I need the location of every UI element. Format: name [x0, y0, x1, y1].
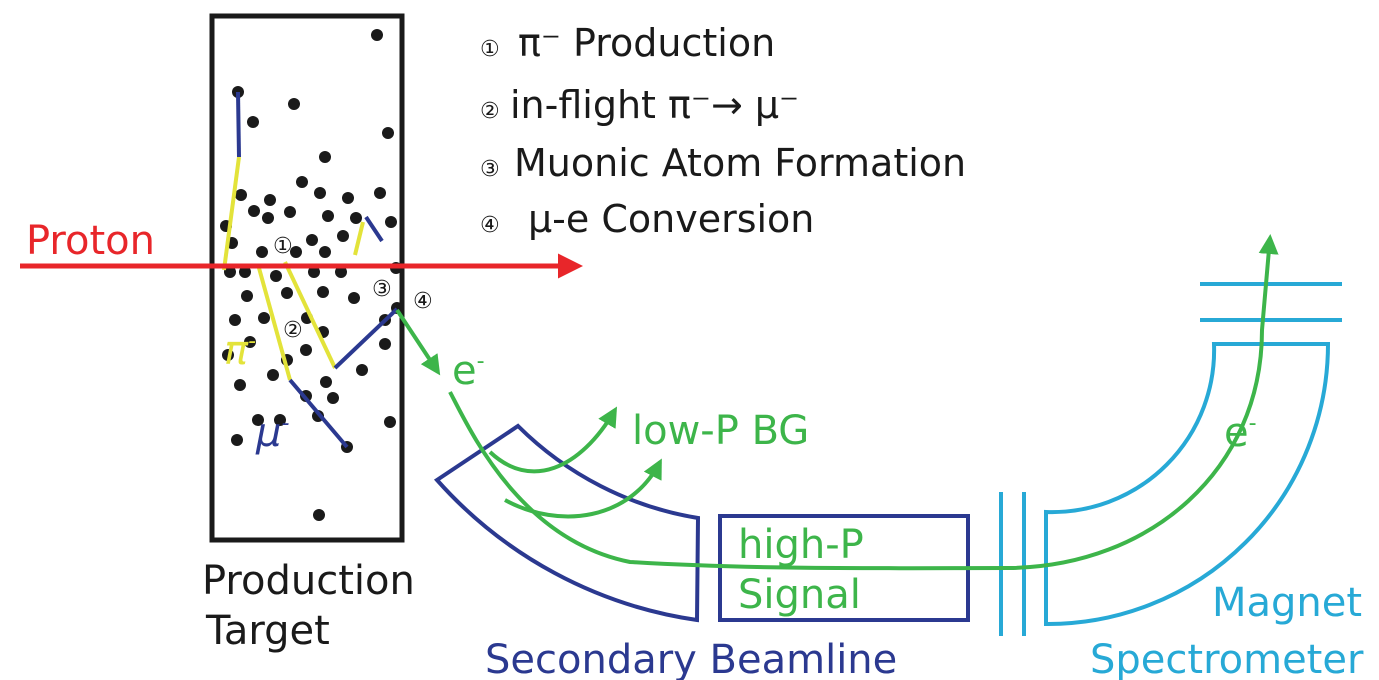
marker-1: ①	[273, 234, 293, 259]
high-p-signal-label-line2: Signal	[738, 572, 861, 618]
target-atom	[247, 116, 259, 128]
target-atom	[290, 246, 302, 258]
production-target-label-line1: Production	[202, 558, 415, 604]
target-atom	[314, 187, 326, 199]
electron-emission-arrow	[395, 308, 441, 376]
step-2-number: ②	[480, 99, 500, 124]
target-atom	[234, 379, 246, 391]
pion-track-1	[222, 156, 241, 271]
pion-track-2	[257, 267, 292, 381]
proton-label: Proton	[26, 218, 155, 264]
magnet-spectrometer	[999, 282, 1342, 636]
target-atom	[262, 212, 274, 224]
muon-tracks	[236, 91, 399, 449]
target-atom	[313, 509, 325, 521]
target-atom	[270, 270, 282, 282]
target-atom	[229, 314, 241, 326]
muon-track-2	[288, 378, 349, 449]
target-atom	[322, 210, 334, 222]
target-atom	[222, 349, 234, 361]
step-3-label: Muonic Atom Formation	[514, 141, 966, 185]
target-atom	[235, 189, 247, 201]
target-atom	[281, 287, 293, 299]
high-p-signal-path	[448, 234, 1279, 571]
target-atom	[300, 344, 312, 356]
spectrometer-curved-magnet	[1044, 342, 1331, 627]
target-atom	[327, 392, 339, 404]
target-atom	[385, 216, 397, 228]
target-atom	[317, 286, 329, 298]
target-atom	[241, 290, 253, 302]
target-atom	[258, 312, 270, 324]
target-atom	[371, 29, 383, 41]
marker-2: ②	[283, 318, 303, 343]
high-p-signal-label-line1: high-P	[738, 522, 864, 568]
step-1-number: ①	[480, 37, 500, 62]
step-3-number: ③	[480, 157, 500, 182]
pion-track-3	[283, 261, 337, 369]
low-p-bg-path-1	[488, 406, 618, 474]
target-atom	[379, 338, 391, 350]
step-4-label: μ-e Conversion	[528, 197, 814, 241]
step-list: ① π⁻ Production ② in-flight π⁻→ μ⁻ ③ Muo…	[480, 21, 966, 241]
step-4-number: ④	[480, 213, 500, 238]
secondary-beamline-label: Secondary Beamline	[485, 637, 897, 680]
target-atom	[256, 246, 268, 258]
muon-track-3	[333, 307, 399, 370]
target-atom	[350, 212, 362, 224]
low-p-bg-label: low-P BG	[632, 408, 809, 454]
target-atom	[244, 336, 256, 348]
pion-tracks	[222, 156, 365, 381]
target-atom	[335, 266, 347, 278]
pion-label: π-	[224, 328, 256, 374]
target-atom	[319, 151, 331, 163]
pion-track-4	[353, 221, 365, 256]
target-atom	[306, 234, 318, 246]
target-atom	[308, 266, 320, 278]
target-atom	[384, 416, 396, 428]
target-atom	[267, 369, 279, 381]
magnet-label-line1: Magnet	[1212, 580, 1362, 626]
muon-track-1	[236, 91, 241, 158]
target-atom	[248, 205, 260, 217]
target-atom	[348, 292, 360, 304]
muon-track-4	[364, 215, 384, 243]
target-atom	[252, 414, 264, 426]
target-atom	[320, 376, 332, 388]
production-target-label-line2: Target	[205, 608, 330, 654]
low-p-bg-path-2	[504, 458, 662, 519]
target-atom	[356, 364, 368, 376]
target-atoms	[220, 29, 403, 521]
marker-4: ④	[413, 289, 433, 314]
beamline-curved-section	[433, 423, 701, 623]
muon-label: μ-	[255, 410, 289, 456]
spectrometer-electron-label: e-	[1224, 410, 1257, 456]
target-atom	[319, 246, 331, 258]
target-atom	[239, 266, 251, 278]
electron-label: e-	[452, 348, 485, 394]
target-atom	[382, 127, 394, 139]
target-atom	[231, 434, 243, 446]
target-atom	[264, 194, 276, 206]
production-target-box	[209, 13, 405, 543]
target-atom	[296, 176, 308, 188]
step-2-label: in-flight π⁻→ μ⁻	[510, 83, 799, 127]
target-atom	[288, 98, 300, 110]
target-atom	[274, 414, 286, 426]
marker-3: ③	[372, 277, 392, 302]
target-atom	[374, 187, 386, 199]
target-atom	[337, 230, 349, 242]
magnet-label-line2: Spectrometer	[1090, 637, 1364, 680]
target-atom	[224, 266, 236, 278]
step-1-label: π⁻ Production	[518, 21, 775, 65]
electron-paths	[395, 234, 1279, 571]
target-atom	[284, 206, 296, 218]
target-atom	[342, 192, 354, 204]
